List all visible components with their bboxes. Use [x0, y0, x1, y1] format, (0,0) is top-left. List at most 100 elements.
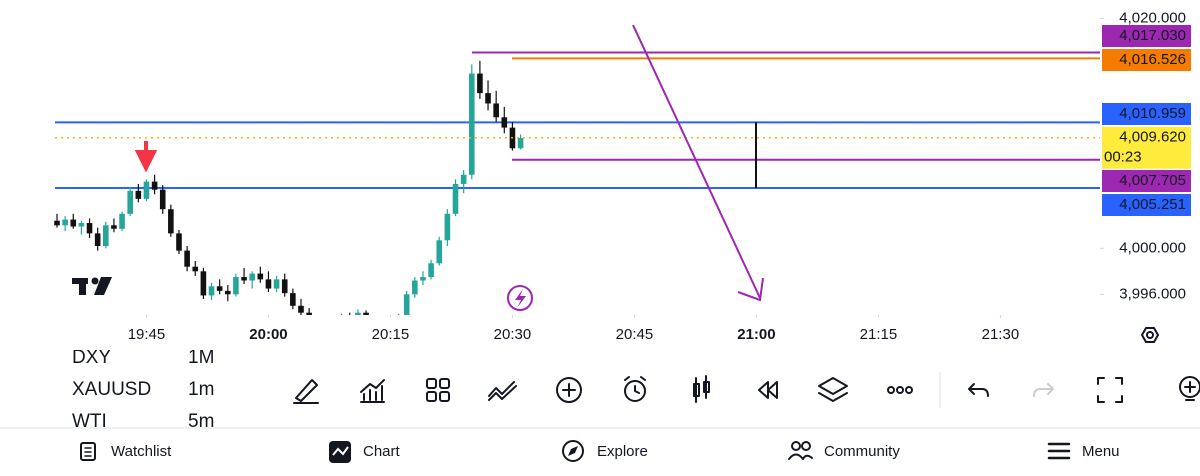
menu-tab[interactable]: Menu: [1047, 442, 1120, 460]
candle-body: [54, 220, 60, 226]
nav-label[interactable]: Community: [824, 443, 900, 460]
candle-body: [444, 213, 451, 241]
candle-body: [380, 322, 386, 324]
add-button[interactable]: [556, 377, 582, 403]
symbol[interactable]: DXY: [72, 347, 111, 368]
level-price-label: 4,005.251: [1119, 196, 1186, 213]
bottom-nav: Watchlist Chart Explore Community Menu: [80, 440, 1120, 463]
indicators-button[interactable]: [360, 379, 385, 403]
tradingview-logo: [72, 277, 112, 295]
candle-body: [371, 321, 377, 324]
candle-body: [224, 290, 231, 295]
candle-body: [241, 277, 247, 281]
symbol[interactable]: XAUUSD: [72, 379, 151, 400]
y-tick-label: 3,996.000: [1119, 285, 1186, 302]
interval[interactable]: 1m: [188, 379, 214, 400]
lightning-icon[interactable]: [507, 285, 533, 311]
y-tick-label: 4,000.000: [1119, 239, 1186, 256]
candle-body: [493, 103, 499, 118]
candle-body: [403, 294, 410, 315]
more-button[interactable]: [887, 386, 913, 394]
community-tab[interactable]: Community: [788, 441, 900, 460]
nav-label[interactable]: Watchlist: [111, 443, 172, 460]
replay-button[interactable]: [758, 381, 778, 399]
layers-button[interactable]: [818, 377, 848, 402]
candle-body: [460, 174, 467, 184]
candle-body: [216, 286, 223, 291]
settings-button[interactable]: [1141, 327, 1159, 343]
ideas-button[interactable]: [1179, 376, 1200, 401]
level-price-label: 4,007.705: [1119, 172, 1186, 189]
candle-body: [265, 279, 272, 289]
candle-body: [436, 240, 443, 264]
bar-countdown: 00:23: [1104, 149, 1142, 166]
interval[interactable]: 5m: [188, 411, 214, 432]
candle-body: [363, 312, 369, 315]
level-price-label: 4,017.030: [1119, 27, 1186, 44]
candle-body: [290, 293, 296, 306]
x-tick-label: 21:30: [982, 326, 1020, 343]
candle-body: [314, 322, 320, 329]
alert-button[interactable]: [624, 376, 646, 402]
undo-button[interactable]: [968, 383, 989, 397]
candle-body: [501, 117, 508, 128]
candle-body: [306, 312, 312, 315]
candle-body: [208, 286, 215, 296]
down-arrow-marker: [134, 141, 158, 173]
candle-body: [339, 317, 345, 327]
fullscreen-button[interactable]: [1097, 377, 1123, 403]
candle-body: [517, 137, 524, 149]
candle-body: [452, 183, 459, 214]
x-tick-label: 19:45: [128, 326, 166, 343]
nav-label[interactable]: Menu: [1082, 443, 1120, 460]
level-price-label: 4,016.526: [1119, 51, 1186, 68]
candle-body: [168, 209, 174, 234]
candle-body: [94, 233, 101, 247]
candle-body: [200, 271, 207, 296]
x-tick-label: 21:15: [860, 326, 898, 343]
draw-button[interactable]: [293, 379, 319, 404]
compare-button[interactable]: [488, 381, 517, 401]
candle-body: [281, 279, 288, 294]
candle-body: [412, 280, 418, 295]
explore-tab[interactable]: Explore: [562, 440, 648, 462]
trend-line[interactable]: [632, 24, 761, 299]
candle-body: [257, 273, 264, 280]
candle-body: [233, 277, 239, 295]
candle-body: [70, 219, 77, 227]
candle-body: [477, 73, 483, 94]
candle-body: [143, 181, 150, 199]
candle-body: [184, 250, 190, 267]
candle-body: [192, 266, 199, 272]
watchlist-tab[interactable]: Watchlist: [80, 442, 172, 461]
nav-label[interactable]: Explore: [597, 443, 648, 460]
x-tick-label: 20:15: [372, 326, 410, 343]
last-price-box: [1102, 126, 1191, 169]
level-price-box: [1102, 25, 1191, 47]
interval[interactable]: 1M: [188, 347, 214, 368]
candle-body: [86, 223, 93, 234]
level-price-box: [1102, 170, 1191, 192]
chart-type-button[interactable]: [693, 375, 710, 403]
candle-body: [135, 190, 142, 199]
last-price-label: 4,009.620: [1119, 129, 1186, 146]
candle-body: [62, 219, 68, 226]
candle-body: [273, 279, 280, 289]
nav-label[interactable]: Chart: [363, 443, 401, 460]
level-price-box: [1102, 194, 1191, 216]
candle-body: [127, 190, 133, 214]
level-price-box: [1102, 103, 1191, 125]
symbol[interactable]: WTI: [72, 411, 107, 432]
candle-body: [159, 189, 166, 210]
toolbar: [293, 372, 1200, 408]
candle-body: [102, 225, 109, 247]
candle-body: [396, 316, 402, 326]
candle-body: [331, 325, 337, 327]
trend-arrow-head: [737, 277, 764, 302]
candle-body: [428, 263, 434, 278]
templates-button[interactable]: [426, 378, 450, 402]
chart-tab[interactable]: Chart: [329, 441, 401, 463]
x-tick-label: 20:30: [494, 326, 532, 343]
redo-button[interactable]: [1033, 383, 1054, 397]
